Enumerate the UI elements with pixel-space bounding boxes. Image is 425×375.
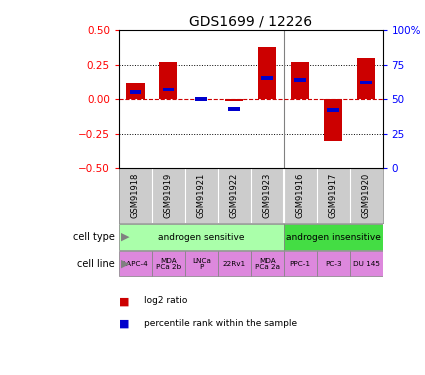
Text: percentile rank within the sample: percentile rank within the sample: [144, 319, 298, 328]
Bar: [228, 107, 240, 111]
Text: LNCa
P: LNCa P: [192, 258, 211, 270]
Text: ▶: ▶: [121, 231, 130, 242]
Bar: [119, 251, 152, 276]
Bar: [291, 62, 309, 99]
Text: 22Rv1: 22Rv1: [223, 261, 246, 267]
Text: GSM91920: GSM91920: [362, 172, 371, 218]
Bar: [324, 99, 342, 141]
Bar: [317, 251, 349, 276]
Text: PC-3: PC-3: [325, 261, 341, 267]
Bar: [294, 78, 306, 82]
Text: ■: ■: [119, 319, 130, 329]
Bar: [357, 58, 375, 99]
Text: LAPC-4: LAPC-4: [122, 261, 148, 267]
Text: GSM91917: GSM91917: [329, 172, 337, 218]
Bar: [159, 62, 178, 99]
Text: androgen sensitive: androgen sensitive: [158, 232, 245, 242]
Bar: [284, 251, 317, 276]
Text: MDA
PCa 2a: MDA PCa 2a: [255, 258, 280, 270]
Text: ■: ■: [119, 296, 130, 306]
Bar: [126, 82, 144, 99]
Bar: [258, 46, 276, 99]
Text: PPC-1: PPC-1: [290, 261, 311, 267]
Bar: [261, 76, 273, 80]
Bar: [327, 108, 339, 112]
Bar: [218, 251, 251, 276]
Text: ▶: ▶: [121, 259, 130, 269]
Text: MDA
PCa 2b: MDA PCa 2b: [156, 258, 181, 270]
Text: GSM91921: GSM91921: [197, 172, 206, 218]
Bar: [119, 224, 284, 250]
Text: androgen insensitive: androgen insensitive: [286, 232, 380, 242]
Bar: [360, 81, 372, 84]
Text: GSM91923: GSM91923: [263, 172, 272, 218]
Bar: [152, 251, 185, 276]
Bar: [284, 224, 382, 250]
Bar: [225, 99, 244, 100]
Bar: [162, 87, 174, 92]
Text: GSM91922: GSM91922: [230, 172, 239, 218]
Text: DU 145: DU 145: [352, 261, 380, 267]
Text: GSM91918: GSM91918: [131, 172, 140, 218]
Bar: [349, 251, 382, 276]
Bar: [251, 251, 284, 276]
Bar: [130, 90, 142, 94]
Text: GSM91916: GSM91916: [296, 172, 305, 218]
Text: cell type: cell type: [73, 231, 115, 242]
Bar: [185, 251, 218, 276]
Text: log2 ratio: log2 ratio: [144, 296, 188, 305]
Text: cell line: cell line: [77, 259, 115, 269]
Bar: [196, 97, 207, 101]
Text: GSM91919: GSM91919: [164, 172, 173, 218]
Title: GDS1699 / 12226: GDS1699 / 12226: [189, 15, 312, 29]
